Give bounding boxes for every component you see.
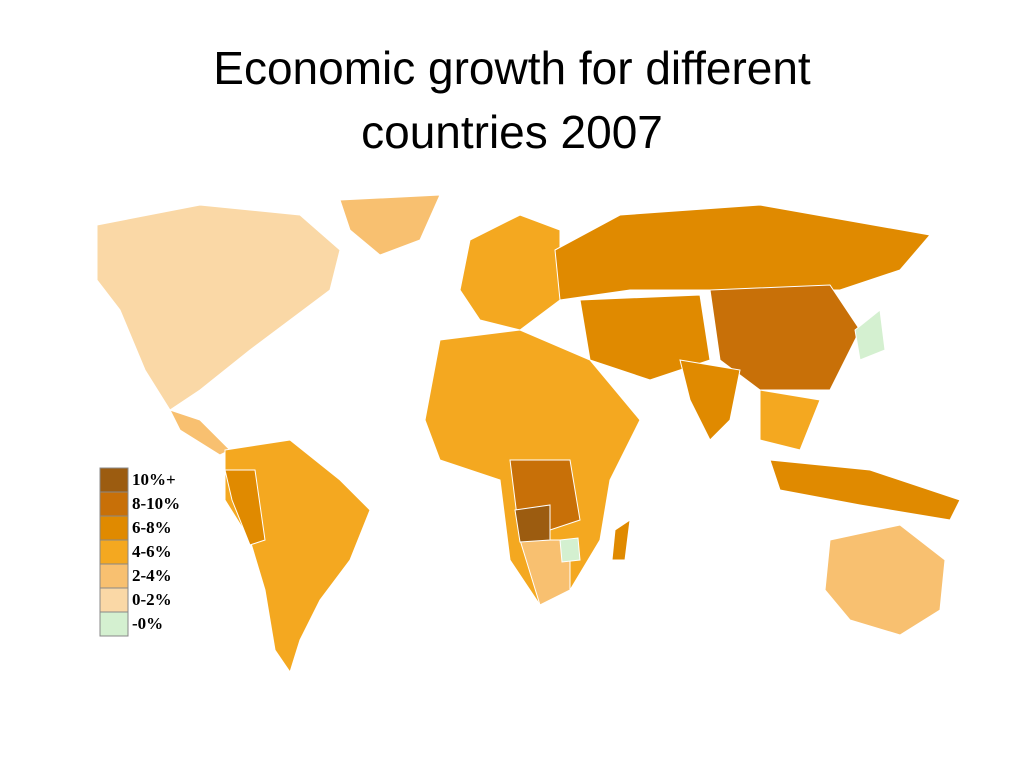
region: [679, 359, 741, 441]
region: [709, 284, 861, 391]
legend-label: 6-8%: [132, 518, 172, 537]
region: [579, 294, 711, 381]
region: [459, 214, 561, 331]
region: [611, 518, 631, 561]
legend-label: -0%: [132, 614, 163, 633]
legend: 10%+ 8-10% 6-8% 4-6% 2-4% 0-2% -0%: [99, 467, 180, 637]
legend-swatch: [99, 467, 129, 493]
legend-label: 2-4%: [132, 566, 172, 585]
legend-swatch: [99, 563, 129, 589]
legend-label: 0-2%: [132, 590, 172, 609]
region: [769, 459, 961, 521]
region: [824, 524, 946, 636]
legend-swatch: [99, 539, 129, 565]
region: [169, 409, 231, 456]
legend-swatch: [99, 515, 129, 541]
region: [559, 537, 581, 563]
region: [554, 204, 931, 301]
slide-title: Economic growth for different countries …: [213, 42, 811, 158]
legend-swatch: [99, 611, 129, 637]
region: [96, 204, 341, 411]
region: [519, 539, 571, 606]
region: [854, 309, 886, 361]
legend-label: 10%+: [132, 470, 176, 489]
legend-label: 4-6%: [132, 542, 172, 561]
legend-label: 8-10%: [132, 494, 180, 513]
region: [224, 469, 266, 546]
region: [339, 194, 441, 256]
region: [514, 504, 551, 543]
region: [759, 389, 821, 451]
legend-swatch: [99, 587, 129, 613]
legend-swatch: [99, 491, 129, 517]
